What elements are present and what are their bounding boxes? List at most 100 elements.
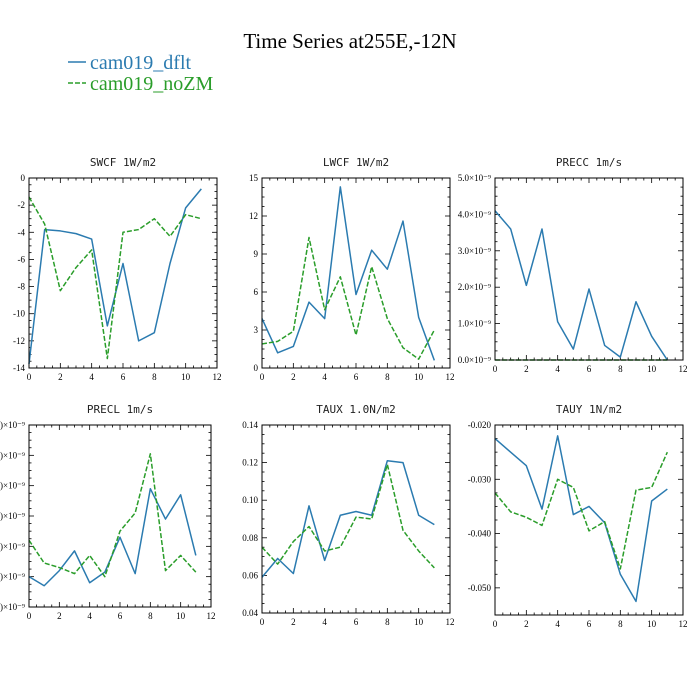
x-tick-label: 12 bbox=[207, 611, 216, 621]
x-tick-label: 4 bbox=[555, 364, 560, 374]
y-tick-label: -2 bbox=[18, 200, 26, 210]
plot-frame bbox=[261, 424, 451, 614]
x-tick-label: 12 bbox=[446, 617, 455, 627]
x-tick-label: 6 bbox=[354, 372, 359, 382]
x-tick-label: 10 bbox=[647, 364, 657, 374]
y-tick-label: 0 bbox=[21, 173, 26, 183]
x-tick-label: 8 bbox=[618, 364, 623, 374]
chart-panel-3: PRECC 1m/s 0 2 4 6 8 10 12 0.0×10⁻⁹ 1.0×10⁻⁹ 2.0×1… bbox=[458, 156, 688, 374]
x-tick-label: 4 bbox=[555, 619, 560, 629]
x-tick-label: 8 bbox=[152, 372, 157, 382]
x-tick-label: 0 bbox=[493, 619, 498, 629]
x-tick-label: 8 bbox=[618, 619, 623, 629]
x-tick-label: 12 bbox=[679, 364, 688, 374]
plot-frame bbox=[28, 424, 212, 608]
series-line-dflt bbox=[28, 487, 197, 587]
panel-title: TAUX 1.0N/m2 bbox=[316, 403, 395, 416]
series-line-dflt bbox=[261, 459, 435, 578]
x-tick-label: 0 bbox=[260, 617, 265, 627]
x-tick-label: 2 bbox=[524, 619, 529, 629]
y-tick-label: -12 bbox=[13, 336, 25, 346]
y-tick-label: -4 bbox=[18, 227, 26, 237]
x-tick-label: 2 bbox=[524, 364, 529, 374]
x-tick-label: 4 bbox=[89, 372, 94, 382]
panel-title: LWCF 1W/m2 bbox=[323, 156, 389, 169]
y-tick-label: 0.08 bbox=[242, 533, 258, 543]
y-tick-label: -8 bbox=[18, 282, 26, 292]
plot-frame bbox=[494, 424, 684, 616]
x-tick-label: 10 bbox=[414, 372, 424, 382]
x-tick-label: 6 bbox=[587, 364, 592, 374]
plot-frame bbox=[261, 177, 451, 369]
y-tick-label: -6 bbox=[18, 254, 26, 264]
x-tick-label: 8 bbox=[148, 611, 153, 621]
plot-frame bbox=[28, 177, 218, 369]
x-tick-label: 0 bbox=[493, 364, 498, 374]
x-tick-label: 10 bbox=[647, 619, 657, 629]
series-line-noZM bbox=[28, 196, 202, 360]
y-tick-label: -0.030 bbox=[468, 474, 492, 484]
series-line-dflt bbox=[261, 186, 436, 361]
y-tick-label: 2.0×10⁻⁹ bbox=[458, 282, 491, 292]
series-line-noZM bbox=[494, 451, 669, 570]
y-tick-label: -0.020 bbox=[468, 420, 492, 430]
y-tick-label: 1.0×10⁻⁹ bbox=[458, 319, 491, 329]
legend-label-dflt: cam019_dflt bbox=[90, 52, 192, 74]
y-tick-label: 0.10 bbox=[242, 495, 258, 505]
y-tick-label: )×10⁻⁹ bbox=[0, 481, 25, 491]
series-line-dflt bbox=[28, 188, 202, 365]
series-line-noZM bbox=[261, 236, 435, 360]
y-tick-label: )×10⁻⁹ bbox=[0, 602, 25, 612]
y-tick-label: 6 bbox=[254, 287, 259, 297]
y-tick-label: 0 bbox=[254, 363, 259, 373]
legend-label-noZM: cam019_noZM bbox=[90, 73, 214, 95]
series-line-dflt bbox=[494, 210, 668, 361]
figure-title: Time Series at255E,-12N bbox=[243, 29, 456, 53]
x-tick-label: 0 bbox=[27, 372, 32, 382]
plot-frame bbox=[494, 177, 684, 361]
x-tick-label: 0 bbox=[260, 372, 265, 382]
x-tick-label: 4 bbox=[87, 611, 92, 621]
y-tick-label: 3.0×10⁻⁹ bbox=[458, 246, 491, 256]
x-tick-label: 6 bbox=[354, 617, 359, 627]
x-tick-label: 6 bbox=[118, 611, 123, 621]
x-tick-label: 10 bbox=[414, 617, 424, 627]
x-tick-label: 12 bbox=[446, 372, 455, 382]
chart-panel-1: SWCF 1W/m2 0 2 4 6 8 10 12 -14 -12 -10 -8 -6 -4 -2 0 bbox=[13, 156, 222, 382]
x-tick-label: 8 bbox=[385, 372, 390, 382]
series-line-dflt bbox=[494, 435, 668, 603]
x-tick-label: 2 bbox=[291, 372, 296, 382]
x-tick-label: 12 bbox=[213, 372, 222, 382]
y-tick-label: 15 bbox=[249, 173, 259, 183]
chart-panel-2: LWCF 1W/m2 0 2 4 6 8 10 12 0 3 6 9 12 15 bbox=[249, 156, 455, 382]
series-line-noZM bbox=[261, 463, 435, 569]
series-line-noZM bbox=[28, 453, 197, 578]
x-tick-label: 10 bbox=[176, 611, 186, 621]
y-tick-label: -10 bbox=[13, 309, 25, 319]
y-tick-label: )×10⁻⁹ bbox=[0, 572, 25, 582]
chart-panel-6: TAUY 1N/m2 0 2 4 6 8 10 12 -0.050 -0.040 -0.030 -0.… bbox=[468, 403, 688, 629]
y-tick-label: 0.12 bbox=[242, 458, 258, 468]
y-tick-label: )×10⁻⁹ bbox=[0, 541, 25, 551]
x-tick-label: 8 bbox=[385, 617, 390, 627]
panel-title: PRECL 1m/s bbox=[87, 403, 153, 416]
panel-title: TAUY 1N/m2 bbox=[556, 403, 622, 416]
y-tick-label: 0.0×10⁻⁹ bbox=[458, 355, 491, 365]
y-tick-label: 4.0×10⁻⁹ bbox=[458, 209, 491, 219]
y-tick-label: -14 bbox=[13, 363, 25, 373]
x-tick-label: 4 bbox=[322, 617, 327, 627]
y-tick-label: )×10⁻⁹ bbox=[0, 420, 25, 430]
y-tick-label: 0.06 bbox=[242, 570, 258, 580]
chart-panel-5: TAUX 1.0N/m2 0 2 4 6 8 10 12 0.04 0.06 0.08 0.10 0.1… bbox=[242, 403, 454, 627]
y-tick-label: -0.040 bbox=[468, 529, 492, 539]
x-tick-label: 2 bbox=[58, 372, 63, 382]
y-tick-label: -0.050 bbox=[468, 583, 492, 593]
y-tick-label: 5.0×10⁻⁹ bbox=[458, 173, 491, 183]
y-tick-label: 3 bbox=[254, 325, 259, 335]
x-tick-label: 0 bbox=[27, 611, 32, 621]
y-tick-label: )×10⁻⁹ bbox=[0, 511, 25, 521]
panel-title: SWCF 1W/m2 bbox=[90, 156, 156, 169]
x-tick-label: 2 bbox=[291, 617, 296, 627]
chart-panels: SWCF 1W/m2 0 2 4 6 8 10 12 -14 -12 -10 -8 -6 -4 -2 0 LWC… bbox=[0, 156, 687, 629]
